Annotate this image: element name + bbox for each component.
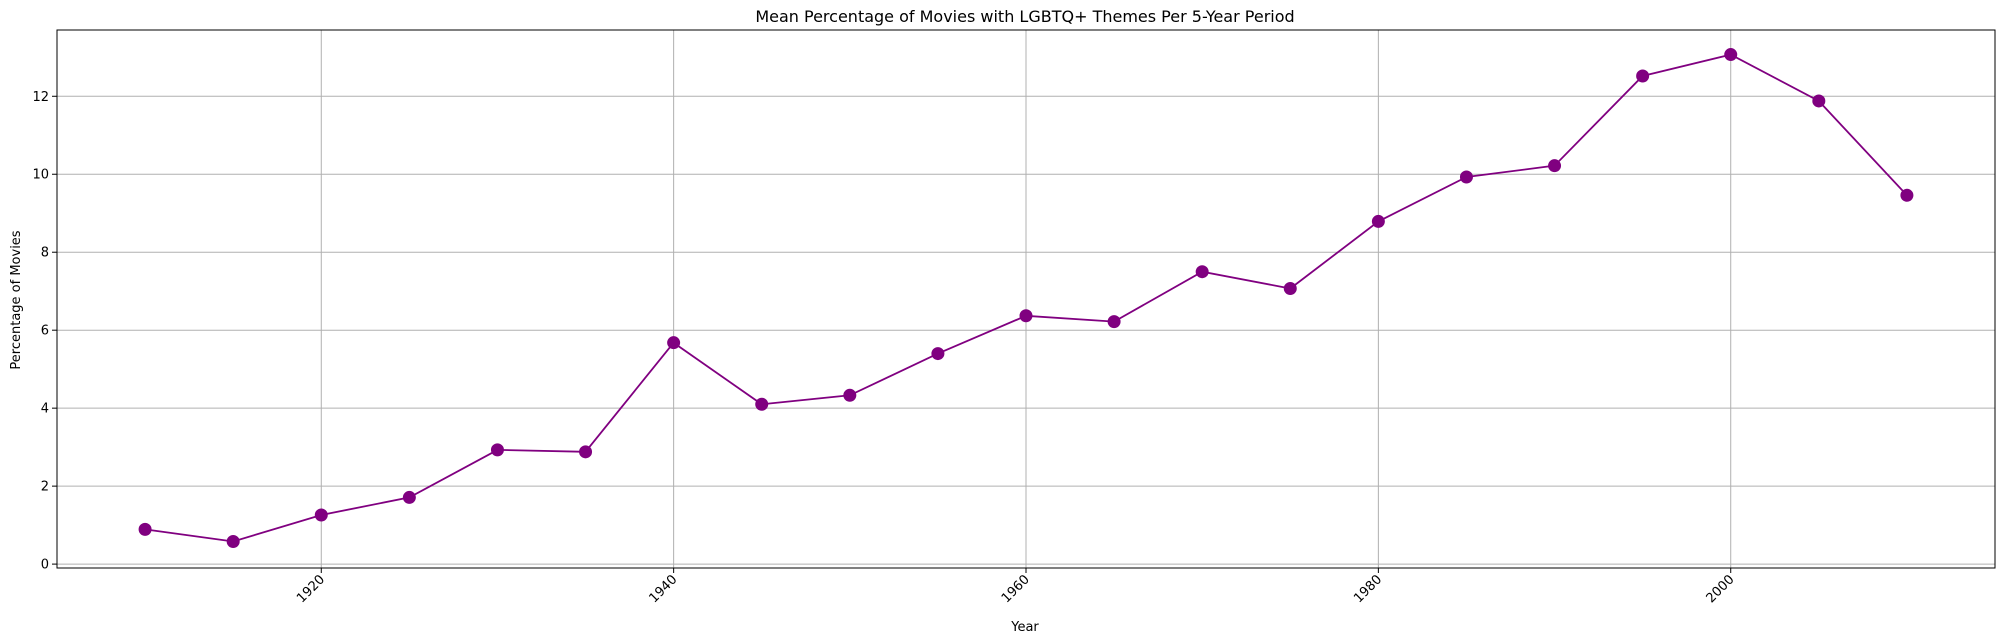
y-tick-label: 4 [41,402,49,417]
data-point [1283,281,1297,295]
data-point [1371,214,1385,228]
data-series [138,48,1914,548]
x-axis-label: Year [1010,620,1039,635]
chart-title: Mean Percentage of Movies with LGBTQ+ Th… [755,7,1294,26]
data-point [226,534,240,548]
data-point [1812,94,1826,108]
data-point [579,445,593,459]
data-point [1636,69,1650,83]
grid-lines [57,30,1995,568]
data-point [1900,188,1914,202]
data-point [1548,159,1562,173]
data-point [490,443,504,457]
data-point [931,347,945,361]
y-axis-label: Percentage of Movies [9,230,24,369]
plot-frame [56,29,1996,569]
y-tick-label: 0 [41,558,49,573]
y-tick-label: 2 [41,480,49,495]
y-tick-label: 8 [41,246,49,261]
data-point [402,490,416,504]
data-point [314,508,328,522]
data-point [843,388,857,402]
data-point [1019,309,1033,323]
data-point [138,522,152,536]
data-point [755,397,769,411]
data-point [667,336,681,350]
y-tick-label: 6 [41,324,49,339]
y-tick-label: 12 [32,90,49,105]
data-point [1724,48,1738,62]
data-point [1459,170,1473,184]
y-tick-label: 10 [32,168,49,183]
data-point [1195,265,1209,279]
data-point [1107,315,1121,329]
